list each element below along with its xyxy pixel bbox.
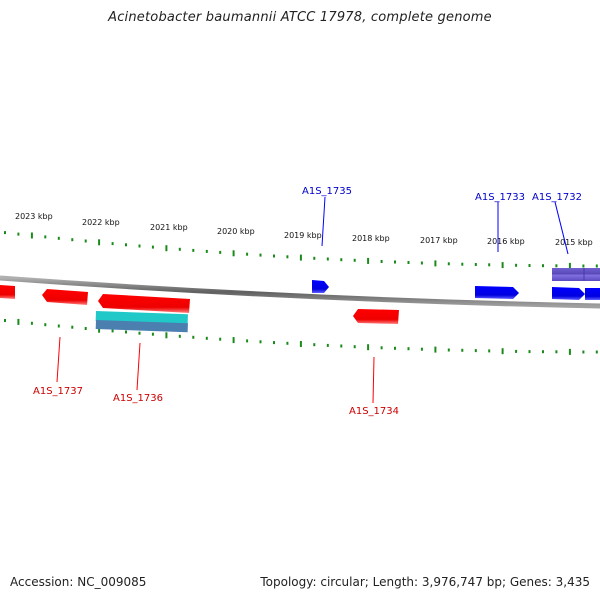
gene-label[interactable]: A1S_1733 [475, 192, 525, 203]
rna-gene-block[interactable] [95, 320, 188, 333]
scale-label: 2023 kbp [15, 212, 53, 221]
gene-arrow[interactable] [353, 309, 399, 324]
gene-label[interactable]: A1S_1734 [349, 406, 399, 417]
inner-tick-track [4, 318, 598, 355]
scale-label: 2015 kbp [555, 238, 593, 247]
label-leader-line [372, 356, 375, 404]
gene-arrow[interactable] [475, 286, 519, 299]
label-leader-line [321, 196, 326, 247]
gene-label[interactable]: A1S_1735 [302, 186, 352, 197]
forward-strand-genes [312, 268, 600, 300]
scale-label: 2018 kbp [352, 234, 390, 243]
gene-arrow[interactable] [42, 289, 88, 305]
scale-label: 2019 kbp [284, 231, 322, 240]
gene-label[interactable]: A1S_1732 [532, 192, 582, 203]
scale-label: 2017 kbp [420, 236, 458, 245]
label-leader-line [56, 336, 61, 383]
scale-label: 2022 kbp [82, 218, 120, 227]
scale-label: 2016 kbp [487, 237, 525, 246]
label-leader-line [554, 201, 569, 255]
gene-label[interactable]: A1S_1737 [33, 386, 83, 397]
outer-tick-track [4, 231, 598, 269]
scale-label: 2020 kbp [217, 227, 255, 236]
forward-gene-labels: A1S_1735 A1S_1733 A1S_1732 [302, 186, 582, 255]
reverse-gene-labels: A1S_1737 A1S_1736 A1S_1734 [33, 336, 399, 417]
feature-block[interactable] [552, 268, 600, 281]
gene-arrow[interactable] [552, 287, 585, 300]
label-leader-line [136, 342, 141, 391]
gene-arrow[interactable] [0, 285, 15, 299]
accession-text: Accession: NC_009085 [10, 575, 147, 589]
genome-summary-text: Topology: circular; Length: 3,976,747 bp… [260, 575, 590, 589]
gene-label[interactable]: A1S_1736 [113, 393, 163, 404]
scale-labels: 2023 kbp 2022 kbp 2021 kbp 2020 kbp 2019… [15, 212, 593, 247]
genome-title: Acinetobacter baumannii ATCC 17978, comp… [108, 10, 492, 25]
reverse-strand-genes [0, 285, 399, 333]
gene-arrow[interactable] [98, 294, 190, 313]
gene-arrow[interactable] [585, 288, 600, 300]
scale-label: 2021 kbp [150, 223, 188, 232]
genome-backbone [0, 275, 600, 309]
gene-arrow[interactable] [312, 280, 329, 293]
